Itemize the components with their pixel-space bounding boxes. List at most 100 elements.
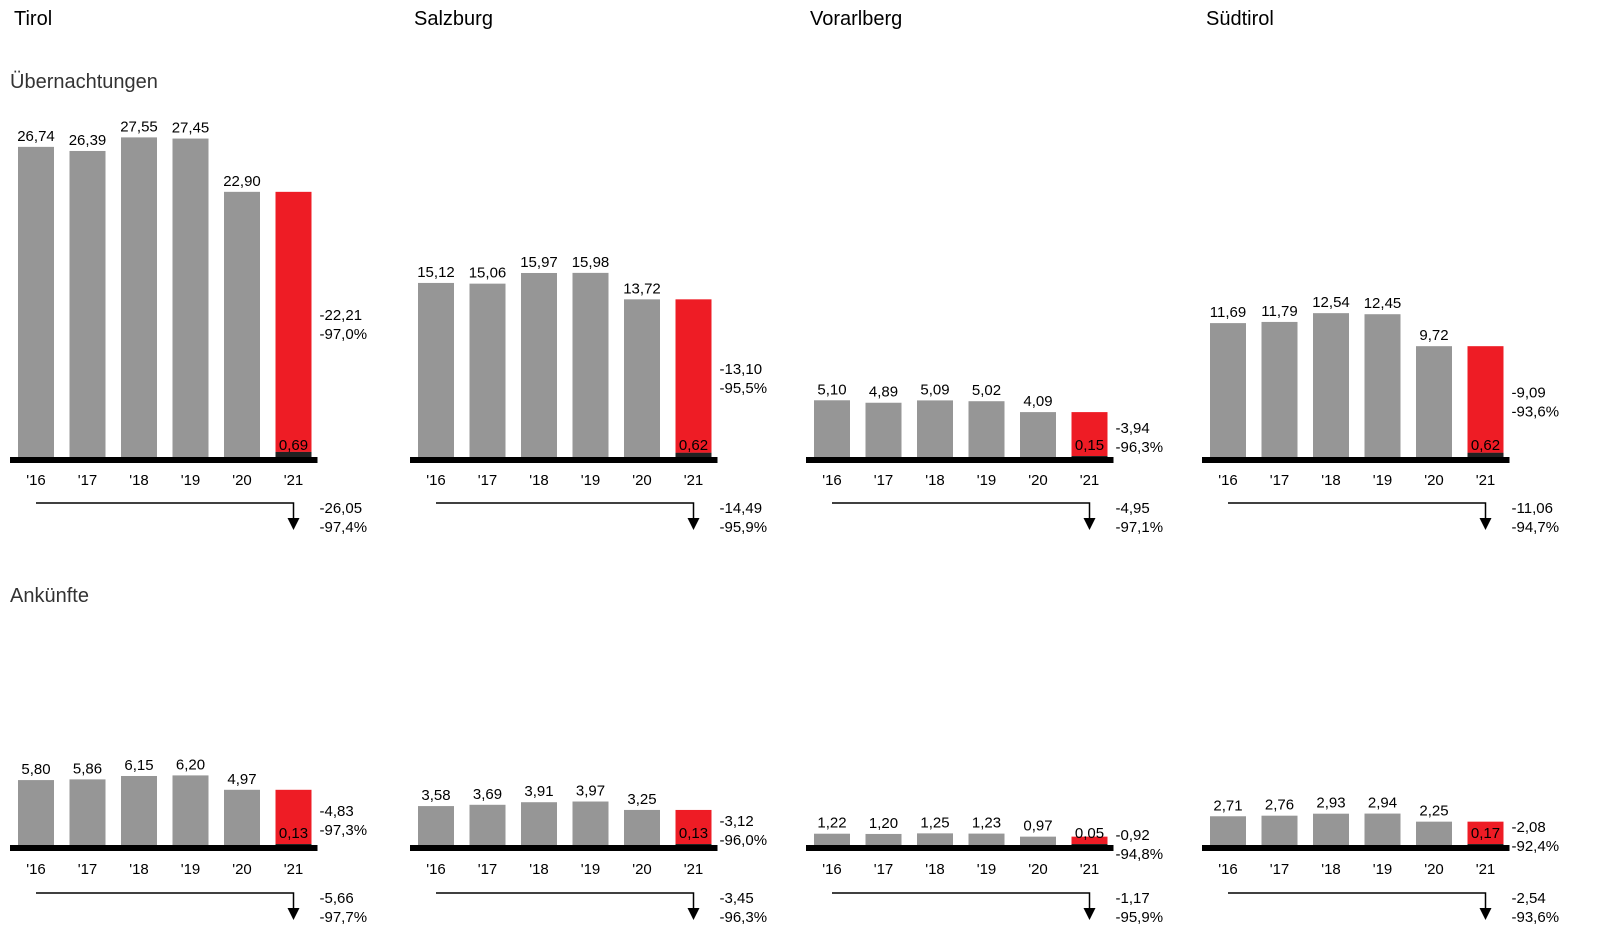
panel-overnight-4-total-change-abs: -11,06 bbox=[1512, 500, 1553, 517]
region-title-4: Südtirol bbox=[1206, 8, 1274, 30]
panel-arrivals-4-tick-5: '20 bbox=[1424, 861, 1444, 878]
panel-overnight-1-bar-3 bbox=[121, 137, 157, 460]
panel-overnight-4-value-label-6: 0,62 bbox=[1471, 437, 1500, 454]
panel-overnight-3-value-label-5: 4,09 bbox=[1023, 393, 1052, 410]
panel-arrivals-3-tick-3: '18 bbox=[925, 861, 945, 878]
panel-overnight-2-total-change-abs: -14,49 bbox=[720, 500, 763, 517]
panel-overnight-2-bar-1 bbox=[418, 282, 454, 460]
panel-arrivals-1-value-label-1: 5,80 bbox=[21, 761, 50, 778]
panel-arrivals-1-change-abs: -4,83 bbox=[320, 803, 354, 820]
panel-arrivals-3-bar-3 bbox=[917, 833, 953, 848]
panel-arrivals-4-value-label-3: 2,93 bbox=[1316, 795, 1345, 812]
panel-arrivals-3-tick-6: '21 bbox=[1080, 861, 1100, 878]
panel-overnight-2-value-label-3: 15,97 bbox=[520, 254, 558, 271]
panel-overnight-4-total-change-pct: -94,7% bbox=[1512, 519, 1560, 536]
panel-overnight-1-tick-5: '20 bbox=[232, 472, 252, 489]
panel-arrivals-1-value-label-2: 5,86 bbox=[73, 760, 102, 777]
panel-overnight-4-value-label-2: 11,79 bbox=[1261, 303, 1297, 320]
panel-arrivals-3-tick-2: '17 bbox=[874, 861, 894, 878]
panel-arrivals-3-value-label-6: 0,05 bbox=[1075, 825, 1104, 842]
panel-arrivals-2-tick-6: '21 bbox=[684, 861, 704, 878]
panel-arrivals-2-bar-5 bbox=[624, 809, 660, 848]
panel-arrivals-1-total-change-pct: -97,7% bbox=[320, 909, 368, 926]
panel-overnight-1-bar-5 bbox=[224, 191, 260, 460]
region-title-3: Vorarlberg bbox=[810, 8, 902, 30]
panel-arrivals-1-tick-5: '20 bbox=[232, 861, 252, 878]
panel-arrivals-1-value-label-3: 6,15 bbox=[124, 757, 153, 774]
panel-overnight-2-change-pct: -95,5% bbox=[720, 380, 768, 397]
panel-arrivals-3-bar-5 bbox=[1020, 836, 1056, 848]
panel-overnight-4-bar-5 bbox=[1416, 346, 1452, 460]
panel-overnight-2-difference-bar bbox=[675, 299, 712, 453]
panel-arrivals-3-bar-4 bbox=[968, 833, 1005, 848]
panel-overnight-2-bar-3 bbox=[521, 272, 557, 460]
panel-overnight-2-tick-3: '18 bbox=[529, 472, 549, 489]
panel-overnight-4-last-value-bar bbox=[1467, 452, 1504, 460]
panel-overnight-1-total-change-arrow-head bbox=[287, 518, 300, 530]
panel-arrivals-1-bar-2 bbox=[69, 779, 106, 848]
panel-overnight-3-value-label-3: 5,09 bbox=[920, 381, 949, 398]
panel-overnight-1-bar-2 bbox=[69, 150, 106, 461]
panel-overnight-1-total-change-pct: -97,4% bbox=[320, 519, 368, 536]
section-title-overnight: Übernachtungen bbox=[10, 71, 158, 93]
panel-arrivals-4-total-change-abs: -2,54 bbox=[1512, 890, 1546, 907]
panel-arrivals-1-tick-3: '18 bbox=[129, 861, 149, 878]
panel-overnight-4-value-label-4: 12,45 bbox=[1364, 295, 1402, 312]
panel-overnight-3-difference-bar bbox=[1071, 412, 1108, 459]
panel-arrivals-1-bar-3 bbox=[121, 775, 157, 848]
panel-arrivals-1-tick-2: '17 bbox=[78, 861, 98, 878]
panel-arrivals-2-value-label-1: 3,58 bbox=[421, 787, 450, 804]
panel-overnight-2-total-change-pct: -95,9% bbox=[720, 519, 768, 536]
panel-arrivals-3-value-label-1: 1,22 bbox=[817, 815, 846, 832]
panel-arrivals-4-total-change-pct: -93,6% bbox=[1512, 909, 1560, 926]
panel-arrivals-3-total-change-abs: -1,17 bbox=[1116, 890, 1150, 907]
panel-arrivals-4-value-label-2: 2,76 bbox=[1265, 797, 1294, 814]
panel-arrivals-2-value-label-6: 0,13 bbox=[679, 825, 708, 842]
panel-arrivals-1-total-change-arrow-line bbox=[36, 892, 295, 910]
panel-overnight-2-total-change-arrow-line bbox=[436, 502, 695, 520]
panel-overnight-3-total-change-abs: -4,95 bbox=[1116, 500, 1150, 517]
panel-overnight-3-tick-1: '16 bbox=[822, 472, 842, 489]
panel-overnight-3-bar-2 bbox=[865, 402, 902, 460]
panel-overnight-3-total-change-arrow-line bbox=[832, 502, 1091, 520]
panel-overnight-3-tick-6: '21 bbox=[1080, 472, 1100, 489]
panel-overnight-4-tick-4: '19 bbox=[1373, 472, 1393, 489]
panel-arrivals-4-bar-4 bbox=[1364, 813, 1401, 848]
panel-arrivals-2-tick-1: '16 bbox=[426, 861, 446, 878]
panel-arrivals-3-change-abs: -0,92 bbox=[1116, 827, 1150, 844]
panel-overnight-1-tick-4: '19 bbox=[181, 472, 201, 489]
panel-arrivals-3-tick-1: '16 bbox=[822, 861, 842, 878]
panel-overnight-2-change-abs: -13,10 bbox=[720, 361, 763, 378]
panel-overnight-1-value-label-4: 27,45 bbox=[172, 120, 210, 137]
panel-overnight-1-baseline bbox=[10, 457, 318, 463]
panel-arrivals-4-bar-3 bbox=[1313, 813, 1349, 848]
panel-overnight-3-value-label-6: 0,15 bbox=[1075, 437, 1104, 454]
panel-overnight-1-tick-3: '18 bbox=[129, 472, 149, 489]
panel-arrivals-2-tick-3: '18 bbox=[529, 861, 549, 878]
panel-overnight-2-tick-6: '21 bbox=[684, 472, 704, 489]
panel-arrivals-1-baseline bbox=[10, 845, 318, 851]
panel-arrivals-3-total-change-arrow-line bbox=[832, 892, 1091, 910]
panel-arrivals-3-tick-5: '20 bbox=[1028, 861, 1048, 878]
panel-overnight-2-value-label-5: 13,72 bbox=[623, 280, 661, 297]
panel-overnight-3-tick-4: '19 bbox=[977, 472, 997, 489]
panel-overnight-2-bar-2 bbox=[469, 283, 506, 460]
panel-overnight-1-change-abs: -22,21 bbox=[320, 307, 363, 324]
panel-arrivals-3-total-change-pct: -95,9% bbox=[1116, 909, 1164, 926]
panel-arrivals-2-difference-bar bbox=[675, 809, 712, 847]
panel-arrivals-4-bar-1 bbox=[1210, 816, 1246, 848]
panel-overnight-4-value-label-1: 11,69 bbox=[1210, 304, 1246, 321]
panel-overnight-1-value-label-5: 22,90 bbox=[223, 173, 261, 190]
panel-overnight-3-tick-2: '17 bbox=[874, 472, 894, 489]
panel-overnight-4-change-pct: -93,6% bbox=[1512, 403, 1560, 420]
region-title-2: Salzburg bbox=[414, 8, 493, 30]
panel-arrivals-3-bar-2 bbox=[865, 833, 902, 848]
panel-overnight-2-total-change-arrow-head bbox=[687, 518, 700, 530]
panel-overnight-1-value-label-1: 26,74 bbox=[17, 128, 55, 145]
panel-overnight-2-value-label-2: 15,06 bbox=[469, 265, 507, 282]
panel-arrivals-4-value-label-5: 2,25 bbox=[1419, 803, 1448, 820]
panel-overnight-1-bar-4 bbox=[172, 138, 209, 461]
panel-overnight-4-bar-1 bbox=[1210, 323, 1246, 460]
panel-arrivals-4-difference-bar bbox=[1467, 821, 1504, 847]
panel-overnight-2-baseline bbox=[410, 457, 718, 463]
